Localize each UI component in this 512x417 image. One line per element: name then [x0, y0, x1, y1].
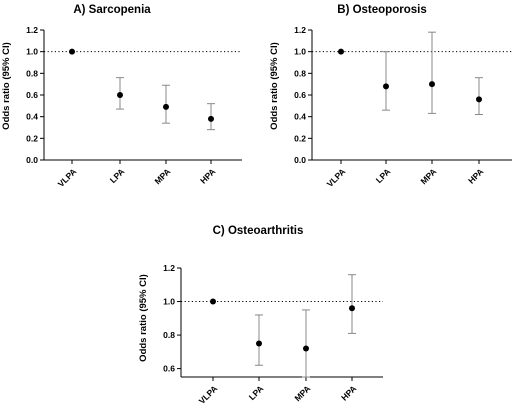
x-tick-label: VLPA — [325, 166, 348, 189]
data-point — [383, 83, 389, 90]
y-tick-label: 0.4 — [294, 112, 306, 122]
y-tick-label: 0.8 — [26, 68, 38, 78]
y-axis-label: Odds ratio (95% CI) — [1, 42, 12, 130]
data-point — [208, 115, 214, 122]
x-tick-label: LPA — [374, 166, 393, 185]
data-point — [349, 305, 355, 312]
x-tick-label: VLPA — [197, 383, 220, 406]
y-tick-label: 0.4 — [26, 112, 38, 122]
y-tick-label: 0.2 — [26, 133, 38, 143]
y-tick-label: 0.2 — [294, 133, 306, 143]
y-tick-label: 1.0 — [163, 297, 175, 307]
data-point — [476, 96, 482, 103]
data-point — [163, 103, 169, 110]
data-point — [338, 48, 344, 55]
y-tick-label: 1.2 — [294, 25, 306, 35]
data-point — [69, 48, 75, 55]
y-tick-label: 0.8 — [294, 68, 306, 78]
data-point — [303, 345, 309, 352]
x-tick-label: LPA — [108, 166, 127, 185]
y-tick-label: 1.2 — [163, 263, 175, 273]
x-tick-label: MPA — [418, 166, 438, 186]
data-point — [429, 81, 435, 88]
y-tick-label: 0.6 — [26, 90, 38, 100]
x-tick-label: MPA — [292, 383, 312, 403]
chart-title: A) Sarcopenia — [73, 4, 151, 16]
y-tick-label: 0.0 — [26, 155, 38, 165]
data-point — [210, 298, 216, 305]
y-tick-label: 0.6 — [294, 90, 306, 100]
y-tick-label: 0.6 — [163, 364, 175, 374]
x-tick-label: MPA — [152, 166, 172, 186]
panel-osteoarthritis: C) Osteoarthritis Odds ratio (95% CI) 0.… — [138, 225, 383, 406]
x-tick-label: HPA — [466, 166, 485, 185]
x-tick-label: HPA — [198, 166, 217, 185]
y-tick-label: 0.8 — [163, 330, 175, 340]
y-tick-label: 1.0 — [26, 47, 38, 57]
y-tick-label: 1.2 — [26, 25, 38, 35]
y-tick-label: 1.0 — [294, 47, 306, 57]
x-tick-label: VLPA — [56, 166, 79, 189]
chart-title: B) Osteoporosis — [337, 4, 426, 16]
panel-osteoporosis: B) Osteoporosis Odds ratio (95% CI) 0.0 0… — [269, 4, 512, 189]
data-point — [256, 340, 262, 347]
panel-sarcopenia: A) Sarcopenia Odds ratio (95% CI) 0.0 0.2… — [1, 4, 242, 189]
y-axis-label: Odds ratio (95% CI) — [269, 42, 280, 130]
data-point — [117, 92, 123, 98]
x-tick-label: LPA — [247, 383, 266, 402]
x-tick-label: HPA — [339, 383, 358, 402]
chart-title: C) Osteoarthritis — [213, 225, 304, 237]
y-tick-label: 0.0 — [294, 155, 306, 165]
y-axis-label: Odds ratio (95% CI) — [138, 274, 149, 362]
